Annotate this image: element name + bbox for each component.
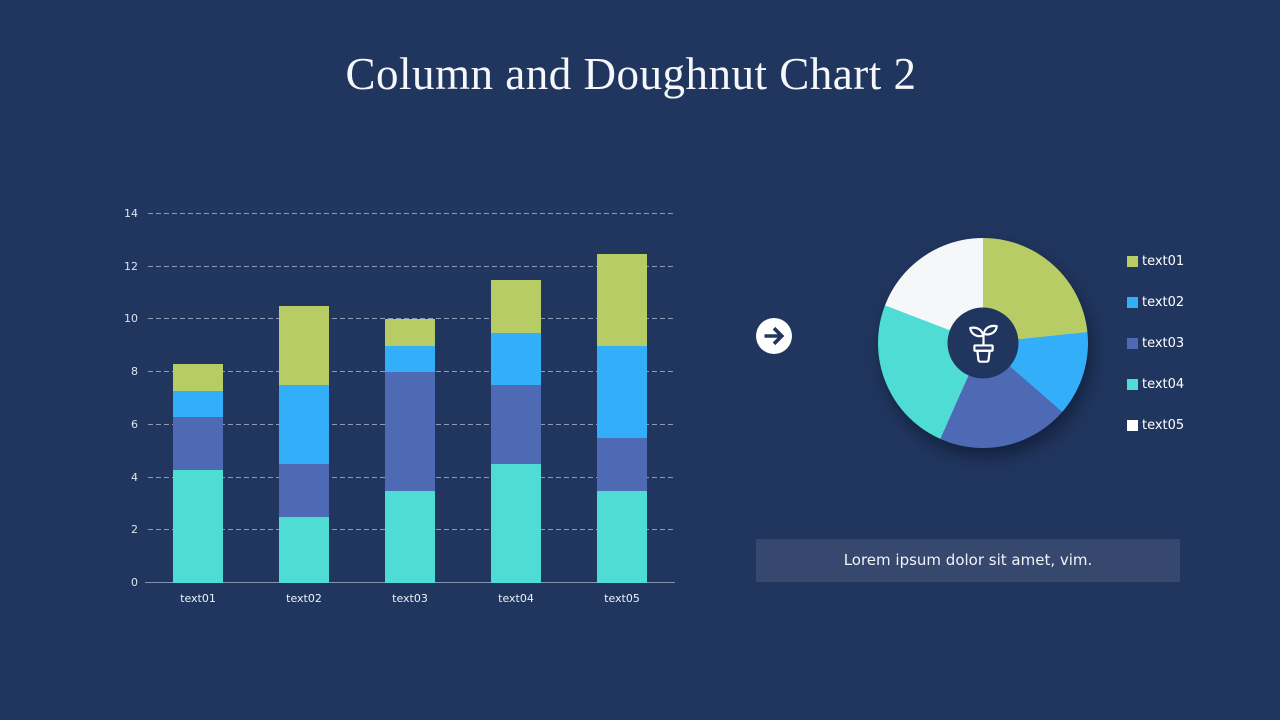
y-tick-label: 0	[131, 576, 138, 589]
y-axis-ticks: 0 2 4 6 8 10 12 14	[98, 207, 138, 589]
bar-segment-text04	[385, 490, 435, 583]
stacked-bar-text02	[279, 214, 329, 583]
legend-label: text03	[1142, 335, 1185, 351]
legend-item-text03: text03	[1127, 335, 1185, 351]
stacked-bar-text03	[385, 214, 435, 583]
column-chart-plot	[145, 213, 675, 583]
stacked-bar-text05	[597, 214, 647, 583]
y-tick-label: 8	[131, 365, 138, 379]
stacked-bar-text04	[491, 214, 541, 583]
legend-label: text01	[1142, 253, 1185, 269]
bar-segment-text01	[173, 364, 223, 391]
bar-segment-text02	[491, 332, 541, 386]
y-tick-label: 14	[124, 207, 138, 220]
doughnut-legend: text01 text02 text03 text04 text05	[1127, 253, 1185, 433]
x-axis-label: text03	[392, 592, 428, 605]
x-axis-label: text05	[604, 592, 640, 605]
bar-segment-text02	[173, 390, 223, 417]
stacked-bar-text01	[173, 214, 223, 583]
bar-segment-text01	[597, 253, 647, 346]
bar-segment-text01	[385, 319, 435, 346]
legend-swatch	[1127, 337, 1138, 349]
legend-item-text04: text04	[1127, 376, 1185, 392]
x-axis-labels: text01 text02 text03 text04 text05	[145, 592, 675, 605]
arrow-right-icon	[756, 318, 792, 354]
legend-item-text02: text02	[1127, 294, 1185, 310]
legend-swatch	[1127, 255, 1138, 267]
legend-item-text05: text05	[1127, 417, 1185, 433]
gridline	[148, 318, 675, 320]
legend-label: text02	[1142, 294, 1185, 310]
legend-swatch	[1127, 296, 1138, 308]
bar-segment-text03	[597, 438, 647, 491]
bar-segment-text03	[279, 464, 329, 518]
bar-segment-text01	[279, 306, 329, 386]
bar-segment-text03	[385, 372, 435, 491]
legend-label: text04	[1142, 376, 1185, 392]
gridline	[148, 213, 675, 214]
caption-box: Lorem ipsum dolor sit amet, vim.	[756, 539, 1180, 582]
bar-segment-text01	[491, 279, 541, 333]
x-axis-label: text01	[180, 592, 216, 605]
y-tick-label: 10	[124, 312, 138, 326]
y-tick-label: 12	[124, 259, 138, 273]
bar-segment-text04	[173, 469, 223, 583]
doughnut-center	[947, 307, 1019, 379]
gridline	[148, 265, 675, 267]
x-axis-label: text04	[498, 592, 534, 605]
y-tick-label: 2	[131, 523, 138, 537]
doughnut-chart-container	[878, 238, 1088, 448]
bar-segment-text04	[597, 490, 647, 583]
bar-segment-text03	[491, 385, 541, 465]
bar-segment-text02	[279, 385, 329, 465]
bar-segment-text02	[597, 345, 647, 439]
legend-swatch	[1127, 378, 1138, 390]
bar-segment-text04	[279, 517, 329, 583]
y-tick-label: 4	[131, 470, 138, 484]
legend-label: text05	[1142, 417, 1185, 433]
legend-item-text01: text01	[1127, 253, 1185, 269]
plant-pot-icon	[968, 324, 998, 363]
page-title: Column and Doughnut Chart 2	[345, 49, 917, 99]
bar-segment-text02	[385, 345, 435, 373]
legend-swatch	[1127, 419, 1138, 431]
y-tick-label: 6	[131, 417, 138, 431]
bar-segment-text03	[173, 416, 223, 470]
x-axis-label: text02	[286, 592, 322, 605]
bar-segment-text04	[491, 464, 541, 583]
